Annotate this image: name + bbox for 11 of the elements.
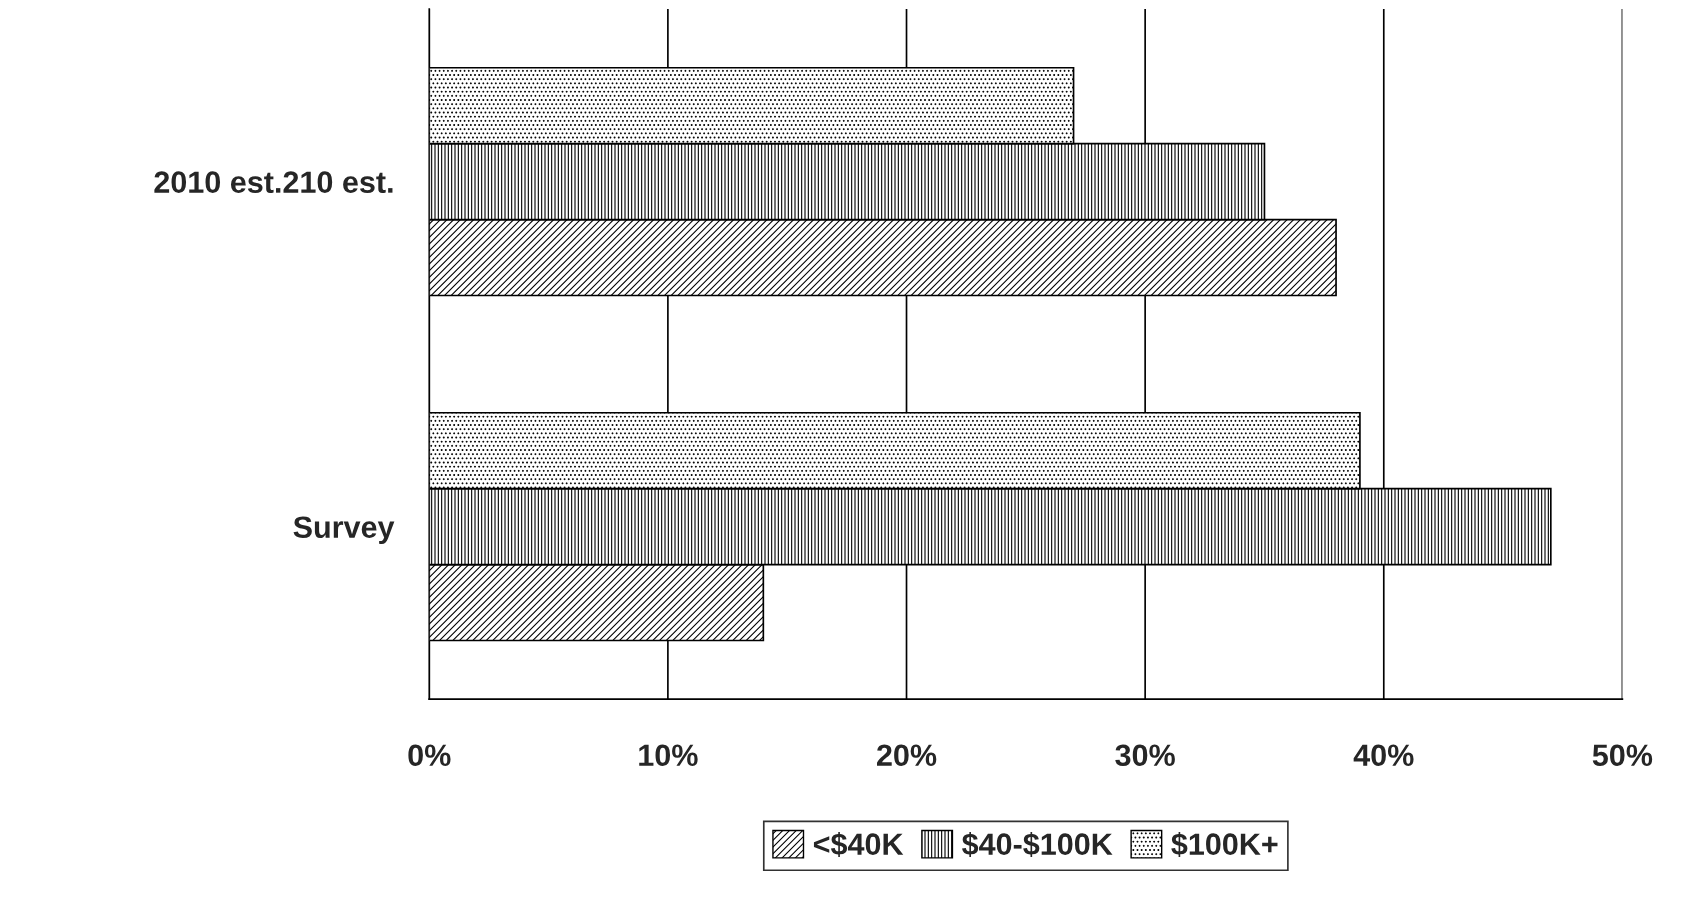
y-tick-label: Survey xyxy=(293,516,395,545)
x-tick-label: 40% xyxy=(1353,744,1414,767)
legend-label: $100K+ xyxy=(1171,832,1278,857)
y-tick-label: 2010 est.210 est. xyxy=(154,171,393,193)
x-tick-label: 20% xyxy=(877,744,937,767)
x-tick-label: 0% xyxy=(408,744,451,767)
legend-label: $40-$100K xyxy=(962,832,1113,857)
legend-label: <$40K xyxy=(813,832,904,857)
x-tick-label: 10% xyxy=(639,744,698,767)
x-tick-label: 50% xyxy=(1592,744,1653,767)
x-tick-label: 30% xyxy=(1115,744,1175,767)
